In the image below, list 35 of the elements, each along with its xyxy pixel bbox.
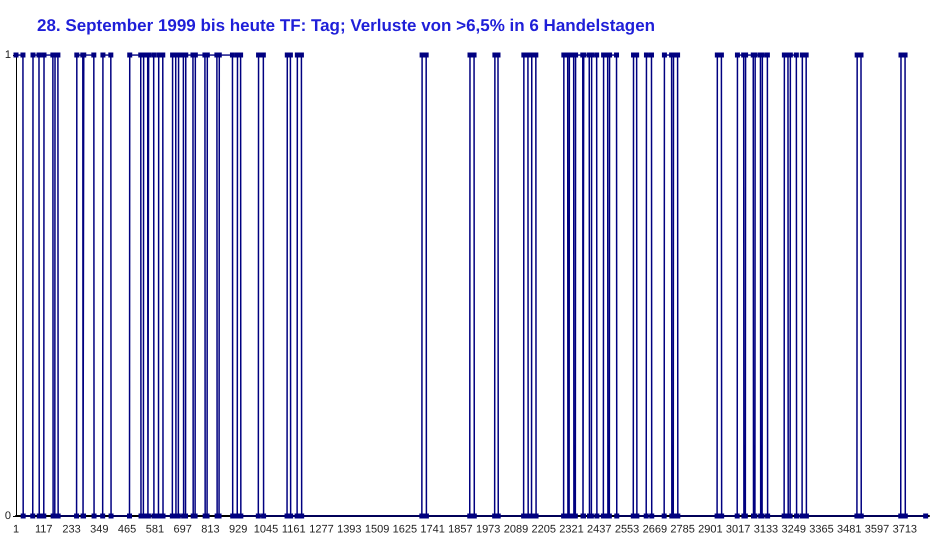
x-tick-label: 233	[62, 524, 81, 536]
x-tick-label: 1161	[282, 524, 306, 536]
x-tick-label: 349	[90, 524, 109, 536]
x-tick-label: 1625	[392, 524, 418, 536]
x-tick-label: 3597	[864, 524, 890, 536]
x-tick-label: 1509	[364, 524, 390, 536]
x-tick-label: 3249	[781, 524, 806, 536]
x-tick-label: 3713	[892, 524, 918, 536]
x-tick-label: 2437	[587, 524, 612, 536]
x-tick-label: 3133	[754, 524, 778, 536]
x-tick-label: 813	[201, 524, 220, 536]
x-tick-label: 2669	[642, 524, 668, 536]
x-tick-label: 3365	[809, 524, 834, 536]
x-tick-label: 2321	[559, 524, 584, 536]
y-tick-label: 0	[4, 510, 11, 522]
x-tick-label: 1	[12, 524, 20, 536]
x-tick-label: 2553	[614, 524, 640, 536]
x-tick-label: 3481	[837, 524, 862, 536]
x-tick-label: 581	[146, 524, 164, 536]
x-tick-label: 1277	[309, 524, 334, 536]
x-tick-label: 2901	[698, 524, 723, 536]
x-tick-label: 1857	[448, 524, 473, 536]
x-tick-label: 1741	[420, 524, 445, 536]
x-tick-label: 465	[118, 524, 136, 536]
x-tick-label: 1973	[476, 524, 500, 536]
x-tick-label: 1393	[337, 524, 362, 536]
chart-title: 28. September 1999 bis heute TF: Tag; Verluste von >6,5% in 6 Handelstagen	[37, 16, 656, 35]
x-tick-label: 2089	[504, 524, 528, 536]
x-tick-label: 2785	[670, 524, 695, 536]
x-tick-label: 117	[35, 524, 53, 536]
x-tick-label: 3017	[726, 524, 750, 536]
x-tick-label: 2205	[531, 524, 556, 536]
x-tick-label: 697	[173, 524, 192, 536]
x-tick-label: 1045	[254, 524, 278, 536]
x-tick-label: 929	[229, 524, 248, 536]
